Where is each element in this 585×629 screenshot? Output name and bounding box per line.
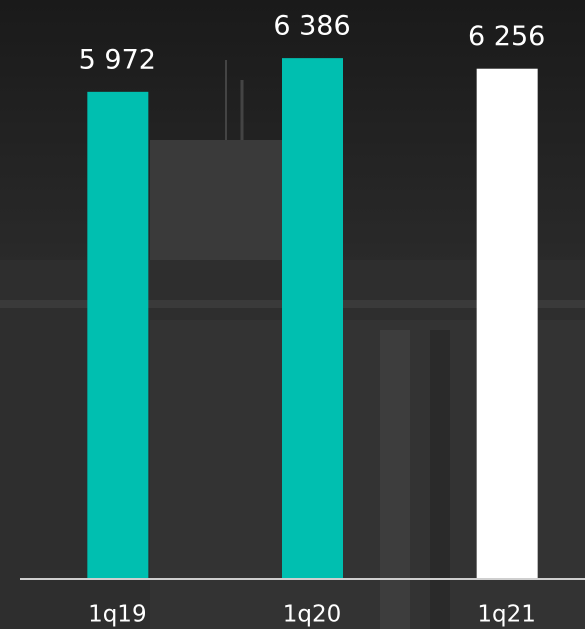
bar [476, 68, 538, 578]
value-label: 6 386 [273, 11, 350, 42]
value-label: 6 256 [468, 21, 545, 52]
value-label: 5 972 [79, 44, 156, 75]
x-tick-label: 1q19 [88, 602, 147, 628]
bar [282, 58, 343, 579]
x-tick-label: 1q20 [283, 602, 342, 628]
bar [87, 91, 149, 578]
x-tick-label: 1q21 [477, 602, 536, 628]
